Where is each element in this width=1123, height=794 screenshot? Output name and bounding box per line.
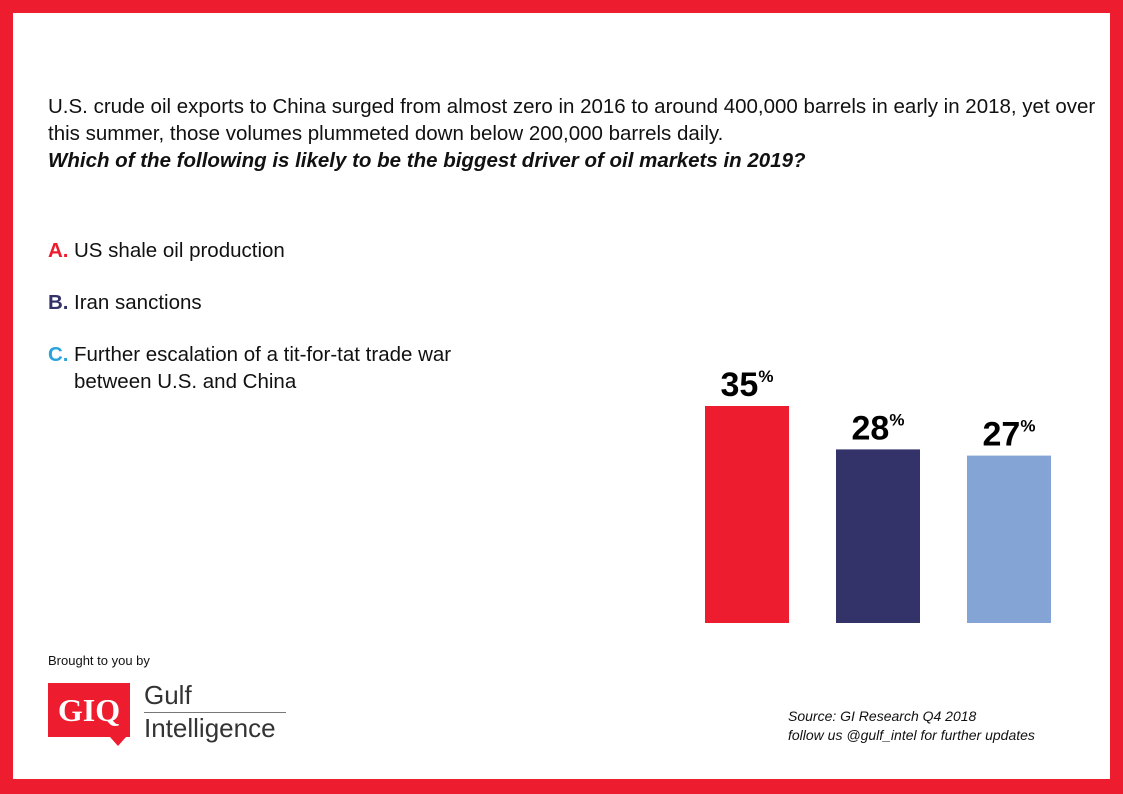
option-b: B. Iran sanctions [48,289,518,316]
logo-divider [144,712,286,713]
bar-value-label: 35% [721,366,774,404]
option-b-text: Iran sanctions [74,291,202,314]
logo-pin-icon [110,737,126,746]
bar-value-label: 27% [983,416,1036,454]
option-c: C. Further escalation of a tit-for-tat t… [48,341,518,395]
source-note: Source: GI Research Q4 2018 follow us @g… [788,707,1035,745]
answer-options: A. US shale oil production B. Iran sanct… [48,237,518,420]
question-text: U.S. crude oil exports to China surged f… [48,95,1096,145]
bar-chart: 35% 28% 27% [693,343,1073,633]
option-c-letter: C. [48,343,69,366]
option-a: A. US shale oil production [48,237,518,264]
option-a-letter: A. [48,239,69,262]
card: U.S. crude oil exports to China surged f… [13,13,1110,779]
bar-chart-svg: 35% 28% 27% [705,366,1051,623]
brought-to-you-label: Brought to you by [48,653,150,668]
logo-word-intelligence: Intelligence [144,713,276,743]
source-text: Source: GI Research Q4 2018 [788,708,977,724]
gulf-intelligence-logo: GIQ Gulf Intelligence [48,680,308,759]
bar-c [967,455,1051,623]
bar-a [705,406,789,623]
logo-word-gulf: Gulf [144,680,192,710]
bar-b [836,449,920,623]
bar-value-label: 28% [852,409,905,447]
option-c-text: Further escalation of a tit-for-tat trad… [74,343,452,393]
option-a-text: US shale oil production [74,239,285,262]
question: U.S. crude oil exports to China surged f… [48,93,1098,174]
option-b-letter: B. [48,291,69,314]
follow-text: follow us @gulf_intel for further update… [788,727,1035,743]
giq-logo-mark: GIQ [48,683,130,737]
question-emphasis: Which of the following is likely to be t… [48,149,806,172]
